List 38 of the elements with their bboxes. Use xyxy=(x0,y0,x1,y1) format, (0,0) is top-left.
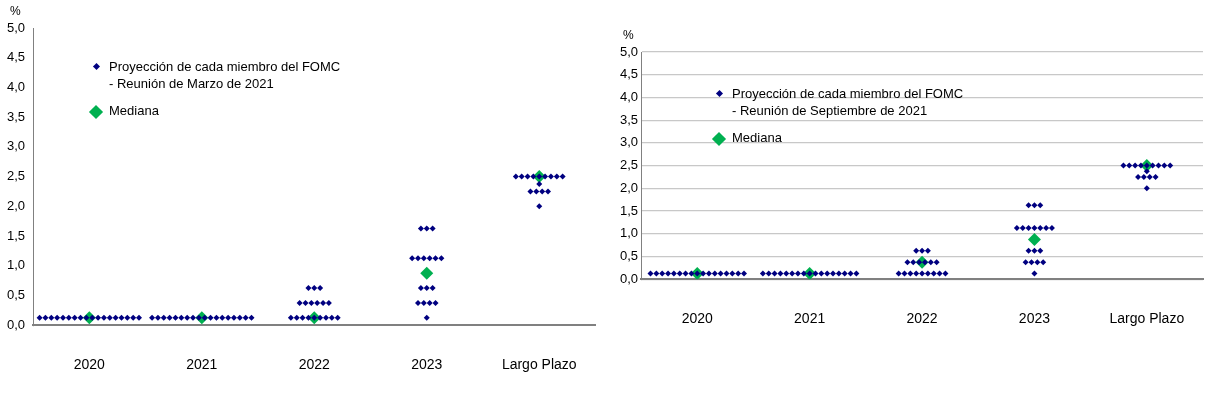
x-tick-label: 2020 xyxy=(73,356,106,373)
y-tick-label: 1,0 xyxy=(619,225,639,241)
x-tick-label: 2023 xyxy=(411,356,443,373)
y-tick-label: 1,5 xyxy=(619,202,639,218)
y-tick-label: 4,5 xyxy=(6,49,26,65)
y-axis-title: % xyxy=(10,4,21,19)
x-tick-label: 2021 xyxy=(186,356,218,373)
y-axis-title: % xyxy=(623,28,634,43)
y-tick-label: 2,5 xyxy=(6,168,26,184)
y-tick-label: 2,5 xyxy=(619,157,639,173)
y-tick-label: 2,0 xyxy=(6,197,26,213)
x-tick-label: 2020 xyxy=(681,310,714,327)
y-tick-label: 2,0 xyxy=(619,179,639,195)
y-tick-label: 4,0 xyxy=(619,89,639,105)
x-tick-label: 2023 xyxy=(1018,310,1051,327)
y-tick-label: 3,0 xyxy=(6,138,26,154)
y-tick-label: 0,5 xyxy=(6,287,26,303)
y-tick-label: 3,0 xyxy=(619,134,639,150)
y-tick-label: 5,0 xyxy=(6,19,26,35)
y-tick-label: 4,5 xyxy=(619,66,639,82)
x-tick-label: Largo Plazo xyxy=(1109,310,1185,327)
y-tick-label: 0,5 xyxy=(619,248,639,264)
legend-label: Proyección de cada miembro del FOMC - Reunión de Marzo de 2021 xyxy=(109,58,341,92)
y-tick-label: 4,0 xyxy=(6,79,26,95)
x-tick-label: 2021 xyxy=(794,310,826,327)
x-tick-label: Largo Plazo xyxy=(501,356,577,373)
y-tick-label: 3,5 xyxy=(619,111,639,127)
y-tick-label: 1,5 xyxy=(6,227,26,243)
y-tick-label: 5,0 xyxy=(619,43,639,59)
y-tick-label: 1,0 xyxy=(6,257,26,273)
legend-label: Proyección de cada miembro del FOMC - Reunión de Septiembre de 2021 xyxy=(732,85,964,119)
y-tick-label: 0,0 xyxy=(6,316,26,332)
y-tick-label: 3,5 xyxy=(6,108,26,124)
legend-label: Mediana xyxy=(732,129,782,146)
legend-label: Mediana xyxy=(109,102,159,119)
x-tick-label: 2022 xyxy=(906,310,938,327)
x-tick-label: 2022 xyxy=(298,356,331,373)
y-tick-label: 0,0 xyxy=(619,270,639,286)
